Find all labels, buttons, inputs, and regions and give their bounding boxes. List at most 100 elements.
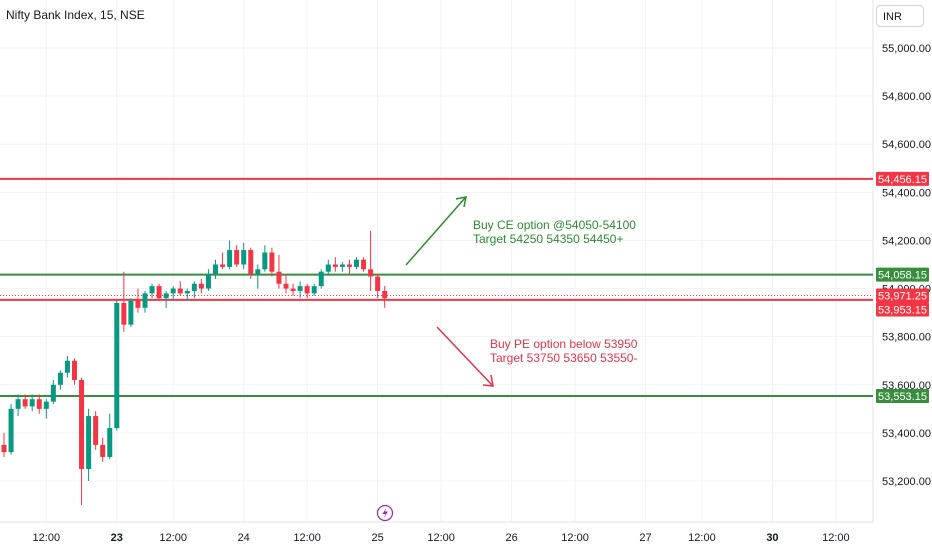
candle-body <box>325 264 331 272</box>
time-tick-label: 12:00 <box>427 532 455 544</box>
candle-body <box>64 360 70 373</box>
price-tick-label: 53,200.00 <box>882 476 931 488</box>
candle-body <box>332 264 338 267</box>
price-tick-label: 54,200.00 <box>882 235 931 247</box>
candle-body <box>93 416 99 445</box>
candle-body <box>79 379 85 469</box>
candle-body <box>22 399 28 407</box>
buy-pe-line-2: Target 53750 53650 53550- <box>490 351 637 365</box>
candle-body <box>29 399 35 407</box>
candle-body <box>290 288 296 291</box>
candle-body <box>213 264 218 275</box>
price-tick-label: 55,000.00 <box>882 43 931 55</box>
time-axis: 12:00 23 12:00 24 12:00 25 12:00 26 12:00 27 12:00… <box>33 532 850 544</box>
candle-body <box>128 300 134 325</box>
candle-body <box>262 252 268 270</box>
candle-body <box>43 401 49 409</box>
candle-body <box>142 293 148 308</box>
time-tick-label: 27 <box>639 532 651 544</box>
candle-body <box>205 274 211 289</box>
candle-body <box>57 372 63 385</box>
candle-body <box>375 276 381 291</box>
candle-body <box>234 250 240 265</box>
candle-body <box>36 399 42 409</box>
lightning-icon[interactable] <box>376 504 394 522</box>
buy-ce-line-1: Buy CE option @54050-54100 <box>473 218 636 232</box>
chart-grid <box>0 0 873 522</box>
price-tick-label: 54,400.00 <box>882 187 931 199</box>
annotation-arrows <box>405 196 494 387</box>
candle-body <box>156 286 162 299</box>
candle-body <box>283 283 289 289</box>
candle-body <box>368 269 374 277</box>
price-labels: 54,456.15 54,058.15 53,971.25 53,953.15 53,5… <box>876 171 929 404</box>
candle-body <box>177 288 183 294</box>
candle-body <box>72 360 77 380</box>
candle-body <box>8 408 14 453</box>
buy-pe-line-1: Buy PE option below 53950 <box>490 337 638 351</box>
candle-body <box>50 384 56 402</box>
up-arrow <box>405 197 466 266</box>
price-tick-label: 54,600.00 <box>882 139 931 151</box>
candle-body <box>339 264 345 267</box>
price-label-text: 53,553.15 <box>878 391 927 403</box>
time-tick-label: 25 <box>372 532 384 544</box>
candle-body <box>100 444 106 457</box>
price-tick-label: 53,600.00 <box>882 380 931 392</box>
time-tick-label: 12:00 <box>159 532 187 544</box>
candle-body <box>354 259 359 267</box>
down-arrow-head <box>482 374 494 387</box>
price-label-text: 53,971.25 <box>878 290 927 302</box>
candle-body <box>107 428 113 457</box>
candle-body <box>135 300 141 308</box>
candle-body <box>220 264 226 267</box>
up-arrow-head <box>455 196 467 208</box>
candle-body <box>304 286 310 294</box>
down-arrow <box>436 326 493 386</box>
candle-body <box>318 271 324 287</box>
candle-body <box>191 283 197 291</box>
price-tick-label: 54,800.00 <box>882 91 931 103</box>
candle-body <box>361 259 367 270</box>
currency-selector[interactable]: INR <box>876 5 924 27</box>
candle-body <box>170 288 176 294</box>
candle-body <box>241 250 247 265</box>
price-label-box <box>876 288 929 303</box>
candle-body <box>121 302 127 325</box>
price-label-box <box>876 302 929 317</box>
candle-body <box>1 444 7 453</box>
price-tick-label: 53,800.00 <box>882 332 931 344</box>
time-tick-label: 23 <box>111 532 123 544</box>
time-tick-label: 12:00 <box>33 532 61 544</box>
price-label-box <box>876 171 929 186</box>
candle-body <box>149 286 155 294</box>
price-label-box <box>876 389 929 404</box>
candle-body <box>269 252 275 272</box>
candle-body <box>311 286 317 294</box>
candle-body <box>297 286 303 291</box>
time-tick-label: 30 <box>766 532 778 544</box>
candle-body <box>346 264 352 267</box>
candle-body <box>86 416 92 469</box>
buy-ce-line-2: Target 54250 54350 54450+ <box>473 232 623 246</box>
candle-body <box>276 271 282 284</box>
time-tick-label: 12:00 <box>293 532 321 544</box>
price-label-text: 54,058.15 <box>878 270 927 282</box>
time-tick-label: 12:00 <box>688 532 716 544</box>
candle-body <box>163 293 169 299</box>
candle-body <box>114 302 120 429</box>
candle-body <box>248 250 254 275</box>
candle-body <box>198 283 204 289</box>
horizontal-levels <box>0 177 873 398</box>
price-axis: 53,200.0053,400.0053,600.0053,800.0054,0… <box>882 43 931 488</box>
price-label-text: 53,953.15 <box>878 304 927 316</box>
price-label-box <box>876 267 929 282</box>
candlesticks <box>1 230 388 506</box>
chart-title: Nifty Bank Index, 15, NSE <box>6 8 145 22</box>
time-tick-label: 12:00 <box>822 532 850 544</box>
time-tick-label: 26 <box>505 532 517 544</box>
candle-body <box>184 290 190 294</box>
candle-body <box>15 399 21 409</box>
time-tick-label: 24 <box>238 532 250 544</box>
